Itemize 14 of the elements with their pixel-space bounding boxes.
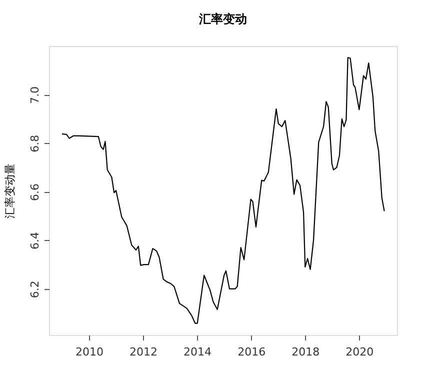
x-tick-label: 2014 (184, 346, 212, 358)
y-axis-title: 汇率变动量 (4, 164, 16, 218)
y-tick-label: 6.2 (28, 280, 42, 298)
y-tick-label: 6.4 (28, 232, 42, 250)
line-series (61, 57, 385, 324)
chart-title: 汇率变动 (198, 12, 247, 26)
y-tick-label: 7.0 (28, 86, 42, 104)
x-tick-label: 2020 (346, 346, 374, 358)
x-tick-label: 2010 (75, 346, 104, 358)
x-tick-label: 2016 (238, 346, 266, 358)
x-tick-label: 2018 (292, 346, 320, 358)
x-tick-label: 2012 (130, 346, 158, 358)
y-tick-label: 6.8 (28, 134, 42, 152)
y-tick-label: 6.6 (28, 183, 42, 201)
